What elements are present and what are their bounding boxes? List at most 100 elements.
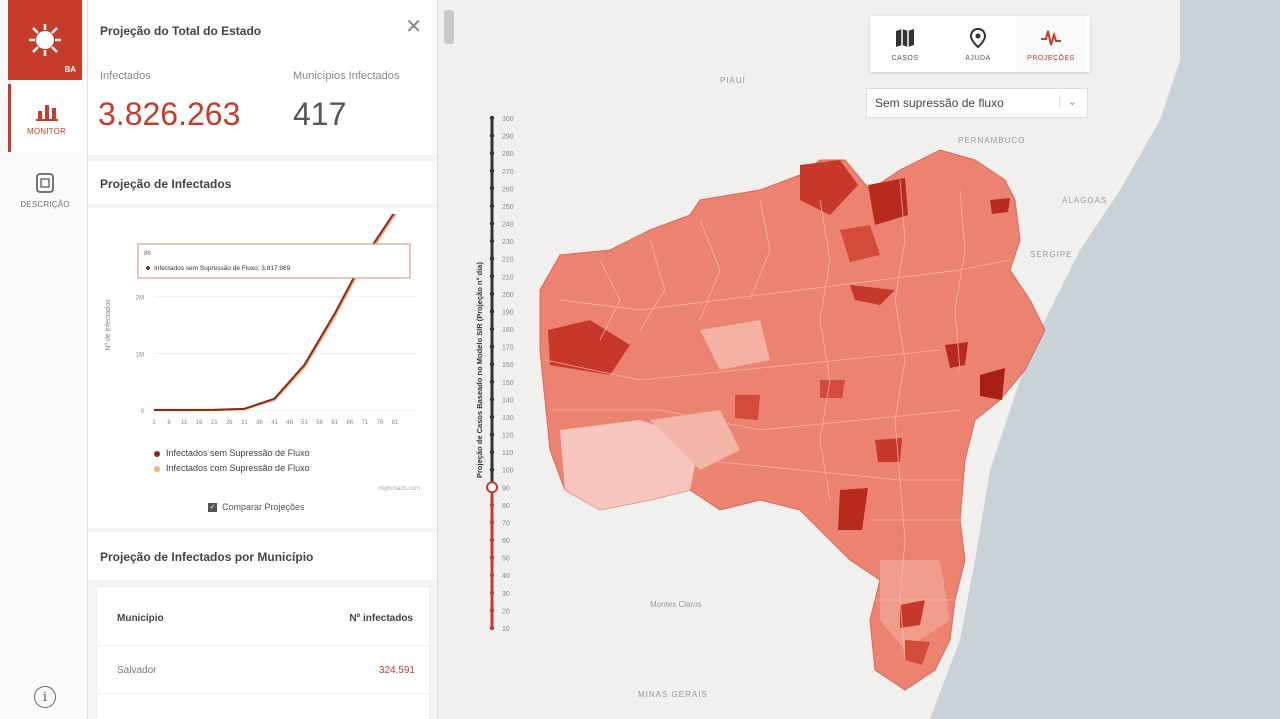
- timeline-day-label[interactable]: 210: [502, 274, 514, 281]
- x-tick-label: 46: [286, 420, 293, 426]
- timeline-day-label[interactable]: 20: [502, 608, 510, 615]
- timeline-tick[interactable]: [489, 186, 495, 191]
- timeline-tick[interactable]: [489, 537, 495, 543]
- timeline-tick[interactable]: [489, 449, 495, 455]
- timeline-tick[interactable]: [489, 133, 495, 138]
- x-tick-label: 6: [167, 420, 171, 426]
- series-line-with-suppression[interactable]: [154, 214, 416, 412]
- timeline-tick[interactable]: [489, 467, 495, 472]
- timeline-day-label[interactable]: 230: [502, 239, 514, 246]
- timeline-tick[interactable]: [489, 608, 495, 613]
- map-label-minas-gerais: MINAS GERAIS: [638, 690, 708, 699]
- timeline-tick[interactable]: [489, 326, 495, 332]
- timeline-day-label[interactable]: 250: [502, 204, 514, 211]
- column-header-municipio[interactable]: Município: [117, 613, 164, 624]
- timeline-day-label[interactable]: 180: [502, 327, 514, 334]
- legend-item-without-suppression[interactable]: Infectados sem Supressão de Fluxo: [154, 448, 310, 458]
- timeline-day-label[interactable]: 100: [502, 468, 514, 475]
- compare-projections-checkbox[interactable]: ✓ Comparar Projeções: [208, 502, 305, 512]
- projection-header: Projeção de Infectados: [88, 162, 437, 204]
- timeline-tick[interactable]: [489, 115, 495, 121]
- timeline-tick[interactable]: [489, 221, 495, 226]
- timeline-tick[interactable]: [489, 309, 495, 314]
- municipalities-value: 417: [293, 96, 347, 132]
- x-tick-label: 16: [196, 420, 203, 426]
- series-line-without-suppression[interactable]: [154, 214, 416, 411]
- timeline-tick[interactable]: [489, 362, 495, 367]
- map-icon: [896, 28, 914, 47]
- timeline-tick[interactable]: [489, 590, 495, 596]
- timeline-day-label[interactable]: 130: [502, 415, 514, 422]
- projecoes-tab[interactable]: PROJEÇÕES: [1016, 16, 1086, 72]
- pulse-chart-icon: [1041, 30, 1061, 45]
- timeline-tick[interactable]: [489, 414, 495, 420]
- virus-icon: [29, 24, 61, 56]
- column-header-infectados[interactable]: Nº infectados: [349, 613, 413, 624]
- chart-credit[interactable]: Highcharts.com: [378, 486, 420, 492]
- timeline-day-label[interactable]: 200: [502, 292, 514, 299]
- document-icon: [36, 172, 54, 193]
- timeline-day-label[interactable]: 70: [502, 520, 510, 527]
- timeline-day-label[interactable]: 110: [502, 450, 513, 457]
- timeline-day-label[interactable]: 170: [502, 345, 514, 352]
- side-panel: Projeção do Total do Estado ✕ Infectados…: [88, 0, 438, 719]
- tooltip-dot: [146, 266, 150, 270]
- timeline-day-label[interactable]: 300: [502, 116, 514, 123]
- x-tick-label: 31: [241, 420, 248, 426]
- timeline-tick[interactable]: [489, 150, 495, 156]
- infected-value: 3.826.263: [98, 96, 241, 132]
- timeline-tick[interactable]: [489, 555, 495, 560]
- timeline-day-label[interactable]: 80: [502, 503, 510, 510]
- ajuda-tab[interactable]: AJUDA: [943, 16, 1013, 72]
- timeline-tick[interactable]: [489, 520, 495, 525]
- timeline-handle[interactable]: [486, 481, 498, 494]
- legend-item-with-suppression[interactable]: Infectados com Supressão de Fluxo: [154, 463, 310, 473]
- map-label-montes-claros: Montes Claros: [650, 600, 702, 609]
- timeline-day-label[interactable]: 190: [502, 309, 514, 316]
- timeline-tick[interactable]: [489, 168, 495, 173]
- x-tick-label: 61: [331, 420, 338, 426]
- flow-suppression-select[interactable]: Sem supressão de fluxo ⌄: [866, 88, 1088, 118]
- timeline-day-label[interactable]: 280: [502, 151, 514, 158]
- timeline-day-label[interactable]: 50: [502, 556, 510, 563]
- timeline-tick[interactable]: [489, 625, 495, 631]
- timeline-tick[interactable]: [489, 238, 495, 244]
- nav-description[interactable]: DESCRIÇÃO: [8, 156, 82, 224]
- info-icon[interactable]: i: [34, 686, 56, 708]
- timeline-day-label[interactable]: 120: [502, 433, 514, 440]
- timeline-tick[interactable]: [489, 344, 495, 349]
- timeline-tick[interactable]: [489, 291, 495, 297]
- table-row[interactable]: Salvador 324.591: [97, 647, 431, 693]
- timeline-tick[interactable]: [489, 397, 495, 402]
- timeline-day-label[interactable]: 150: [502, 380, 514, 387]
- timeline-tick[interactable]: [489, 256, 495, 261]
- timeline-day-label[interactable]: 40: [502, 573, 510, 580]
- timeline-day-label[interactable]: 270: [502, 169, 514, 176]
- timeline-day-label[interactable]: 90: [502, 485, 510, 492]
- timeline-tick[interactable]: [489, 432, 495, 437]
- divider: [97, 645, 431, 646]
- timeline-slider[interactable]: 300 290 280 270 260 250 240 230 220 210 200 190 180 1…: [470, 100, 550, 660]
- timeline-day-label[interactable]: 290: [502, 134, 514, 141]
- casos-tab[interactable]: CASOS: [870, 16, 940, 72]
- timeline-day-label[interactable]: 160: [502, 362, 514, 369]
- timeline-tick[interactable]: [489, 203, 495, 209]
- timeline-tick[interactable]: [489, 573, 495, 578]
- timeline-day-label[interactable]: 60: [502, 538, 510, 545]
- timeline-tick[interactable]: [489, 379, 495, 384]
- timeline-day-label[interactable]: 240: [502, 222, 514, 229]
- panel-scrollbar[interactable]: [444, 10, 454, 44]
- close-icon[interactable]: ✕: [405, 16, 422, 38]
- timeline-tick[interactable]: [489, 274, 495, 279]
- x-tick-label: 11: [181, 420, 188, 426]
- nav-monitor[interactable]: MONITOR: [8, 84, 82, 152]
- timeline-day-label[interactable]: 10: [502, 626, 510, 633]
- timeline-day-label[interactable]: 30: [502, 591, 510, 598]
- timeline-day-label[interactable]: 140: [502, 397, 514, 404]
- x-tick-label: 66: [346, 420, 353, 426]
- timeline-day-label[interactable]: 220: [502, 257, 514, 264]
- timeline-tick[interactable]: [489, 502, 495, 508]
- timeline-day-label[interactable]: 260: [502, 186, 514, 193]
